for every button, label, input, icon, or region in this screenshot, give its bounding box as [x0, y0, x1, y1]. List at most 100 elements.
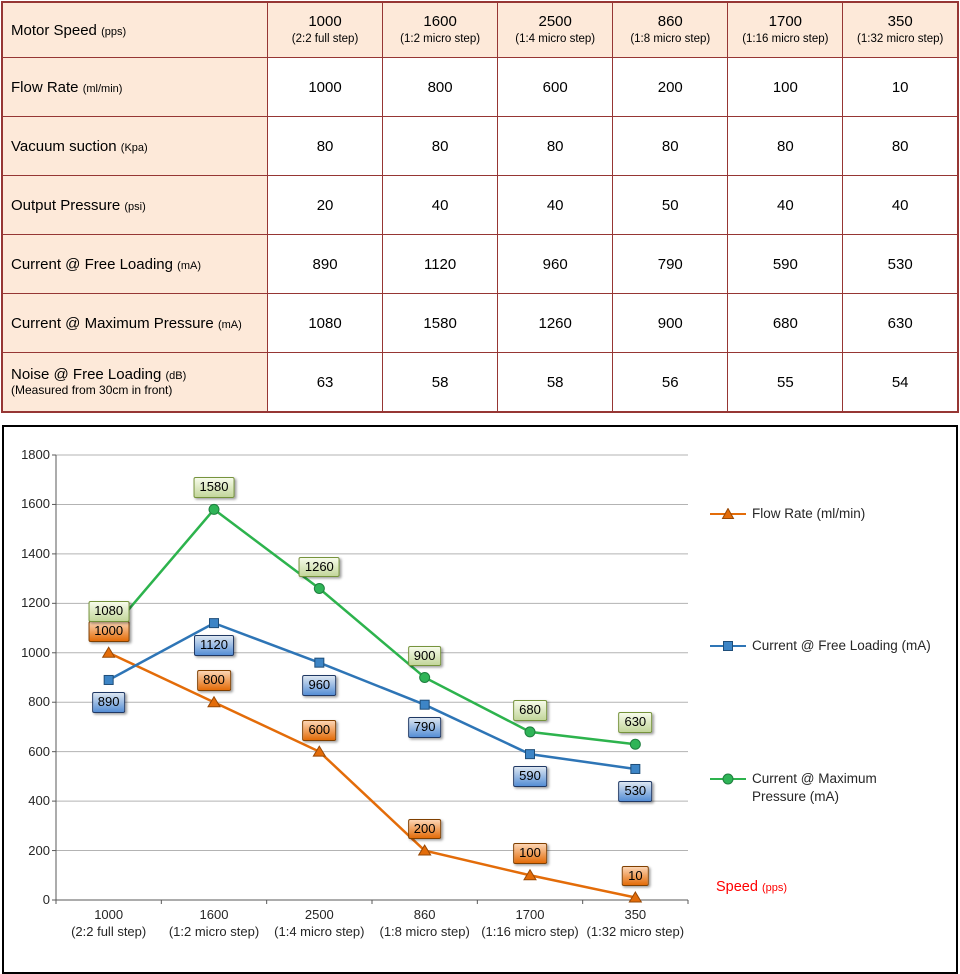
table-header-row: Motor Speed (pps) 1000 (2:2 full step) 1… [1, 1, 959, 58]
cell-value: 200 [612, 57, 729, 117]
data-label: 680 [513, 699, 547, 721]
row-label-text: Output Pressure [11, 196, 121, 214]
table-row-current-max-pressure: Current @ Maximum Pressure (mA) 1080 158… [1, 293, 959, 353]
cell-value: 40 [727, 175, 844, 235]
y-axis-tick-label: 1200 [21, 595, 50, 611]
row-label-text: Noise @ Free Loading [11, 366, 162, 384]
legend-item: Current @ Maximum Pressure (mA) [710, 770, 895, 805]
cell-value: 600 [497, 57, 614, 117]
row-label-unit: (mA) [177, 259, 201, 272]
data-label: 960 [302, 674, 337, 696]
cell-value: 20 [266, 175, 384, 235]
cell-value: 58 [382, 352, 499, 413]
y-axis-tick-label: 800 [28, 694, 50, 710]
cell-value: 590 [727, 234, 844, 294]
header-value: 2500 [538, 13, 572, 31]
table-row-output-pressure: Output Pressure (psi) 20 40 40 50 40 40 [1, 175, 959, 235]
row-label-unit: (psi) [124, 200, 146, 213]
table-row-noise-free-loading: Noise @ Free Loading (dB) (Measured from… [1, 352, 959, 413]
data-label: 890 [91, 691, 126, 713]
legend-label: Flow Rate (ml/min) [752, 506, 866, 521]
row-label-unit: (dB) [165, 370, 187, 383]
x-axis-category-label: 1000 (2:2 full step) [71, 907, 147, 939]
header-cell: 2500 (1:4 micro step) [497, 1, 614, 58]
row-label-text: Current @ Maximum Pressure [11, 314, 214, 332]
cell-value: 54 [842, 352, 959, 413]
row-label: Vacuum suction (Kpa) [1, 116, 268, 176]
cell-value: 80 [727, 116, 844, 176]
header-cell: 1600 (1:2 micro step) [382, 1, 499, 58]
header-value: 860 [657, 13, 683, 31]
header-sub: (1:32 micro step) [857, 32, 944, 45]
cell-value: 900 [612, 293, 729, 353]
header-sub: (2:2 full step) [291, 32, 359, 45]
y-axis-tick-label: 200 [28, 842, 50, 858]
data-label: 1580 [193, 477, 235, 499]
header-sub: (1:8 micro step) [630, 32, 711, 45]
row-label-unit: (mA) [217, 318, 242, 331]
header-value: 1000 [308, 13, 342, 31]
cell-value: 80 [382, 116, 499, 176]
cell-value: 50 [612, 175, 729, 235]
cell-value: 80 [612, 116, 729, 176]
y-axis-tick-label: 1400 [21, 545, 50, 561]
cell-value: 1000 [266, 57, 384, 117]
cell-value: 80 [497, 116, 614, 176]
x-axis-category-label: 2500 (1:4 micro step) [274, 907, 365, 939]
x-axis-title-text: Speed [716, 879, 758, 895]
cell-value: 790 [612, 234, 729, 294]
legend-item: Flow Rate (ml/min) [710, 505, 935, 523]
x-axis-category-label: 1700 (1:16 micro step) [481, 907, 579, 939]
cell-value: 630 [842, 293, 959, 353]
cell-value: 63 [266, 352, 384, 413]
data-label: 600 [302, 719, 337, 741]
header-value: 1700 [768, 13, 803, 31]
row-label-note: (Measured from 30cm in front) [11, 383, 173, 398]
spec-table: Motor Speed (pps) 1000 (2:2 full step) 1… [1, 1, 959, 413]
legend-marker-circle-icon [710, 773, 746, 785]
cell-value: 10 [842, 57, 959, 117]
cell-value: 55 [727, 352, 844, 413]
y-axis-tick-label: 1600 [21, 496, 50, 512]
data-label: 530 [618, 780, 653, 802]
legend-label: Current @ Free Loading (mA) [752, 638, 931, 653]
data-label: 100 [513, 843, 547, 865]
header-value: 350 [887, 13, 913, 31]
data-label: 1120 [194, 635, 234, 656]
cell-value: 1260 [497, 293, 614, 353]
cell-value: 680 [727, 293, 844, 353]
cell-value: 40 [382, 175, 499, 235]
row-label: Flow Rate (ml/min) [1, 57, 268, 117]
x-axis-title-unit: (pps) [761, 882, 788, 894]
legend-marker-square-icon [710, 641, 746, 651]
data-label: 790 [407, 716, 442, 738]
header-cell: 1700 (1:16 micro step) [727, 1, 844, 58]
table-row-vacuum-suction: Vacuum suction (Kpa) 80 80 80 80 80 80 [1, 116, 959, 176]
cell-value: 1580 [382, 293, 499, 353]
cell-value: 40 [497, 175, 614, 235]
x-axis-category-label: 860 (1:8 micro step) [379, 907, 470, 939]
x-axis-category-label: 1600 (1:2 micro step) [168, 907, 260, 939]
row-label-unit: (Kpa) [120, 141, 148, 154]
row-label: Current @ Free Loading (mA) [1, 234, 268, 294]
x-axis-category-label: 350 (1:32 micro step) [586, 907, 685, 939]
y-axis-tick-label: 600 [28, 743, 50, 759]
header-cell: 1000 (2:2 full step) [266, 1, 384, 58]
data-label: 1260 [298, 556, 340, 578]
row-label-text: Current @ Free Loading [11, 255, 173, 273]
data-label: 900 [407, 645, 442, 667]
data-label: 10 [622, 865, 649, 887]
chart-panel: 0 200 400 600 800 1000 1200 1400 1600 1800 1000 (2:… [2, 425, 958, 974]
row-label-motor-speed: Motor Speed (pps) [1, 1, 268, 58]
header-cell: 350 (1:32 micro step) [842, 1, 959, 58]
cell-value: 800 [382, 57, 499, 117]
cell-value: 890 [266, 234, 384, 294]
cell-value: 1120 [382, 234, 499, 294]
data-label: 1000 [88, 620, 130, 642]
table-row-current-free-loading: Current @ Free Loading (mA) 890 1120 960… [1, 234, 959, 294]
legend-marker-triangle-icon [710, 508, 746, 519]
row-label: Output Pressure (psi) [1, 175, 268, 235]
cell-value: 530 [842, 234, 959, 294]
cell-value: 80 [266, 116, 384, 176]
row-label-unit: (pps) [101, 25, 127, 38]
